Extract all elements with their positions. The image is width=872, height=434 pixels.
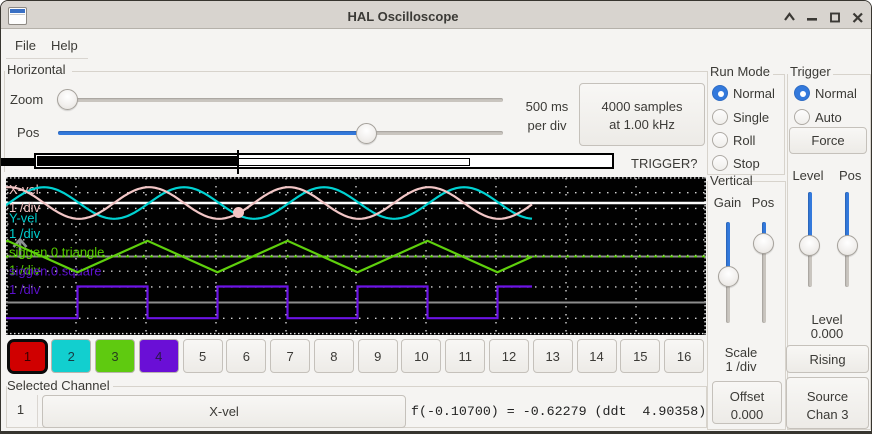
svg-text:1 /div: 1 /div (9, 226, 41, 241)
svg-text:siggen.0.square: siggen.0.square (9, 263, 102, 278)
svg-text:1 /div: 1 /div (9, 200, 41, 215)
svg-text:1 /div: 1 /div (9, 282, 41, 297)
svg-text:1 /div: 1 /div (9, 262, 41, 277)
svg-text:Y-vel: Y-vel (9, 210, 38, 225)
svg-text:siggen.0.triangle: siggen.0.triangle (9, 244, 104, 259)
